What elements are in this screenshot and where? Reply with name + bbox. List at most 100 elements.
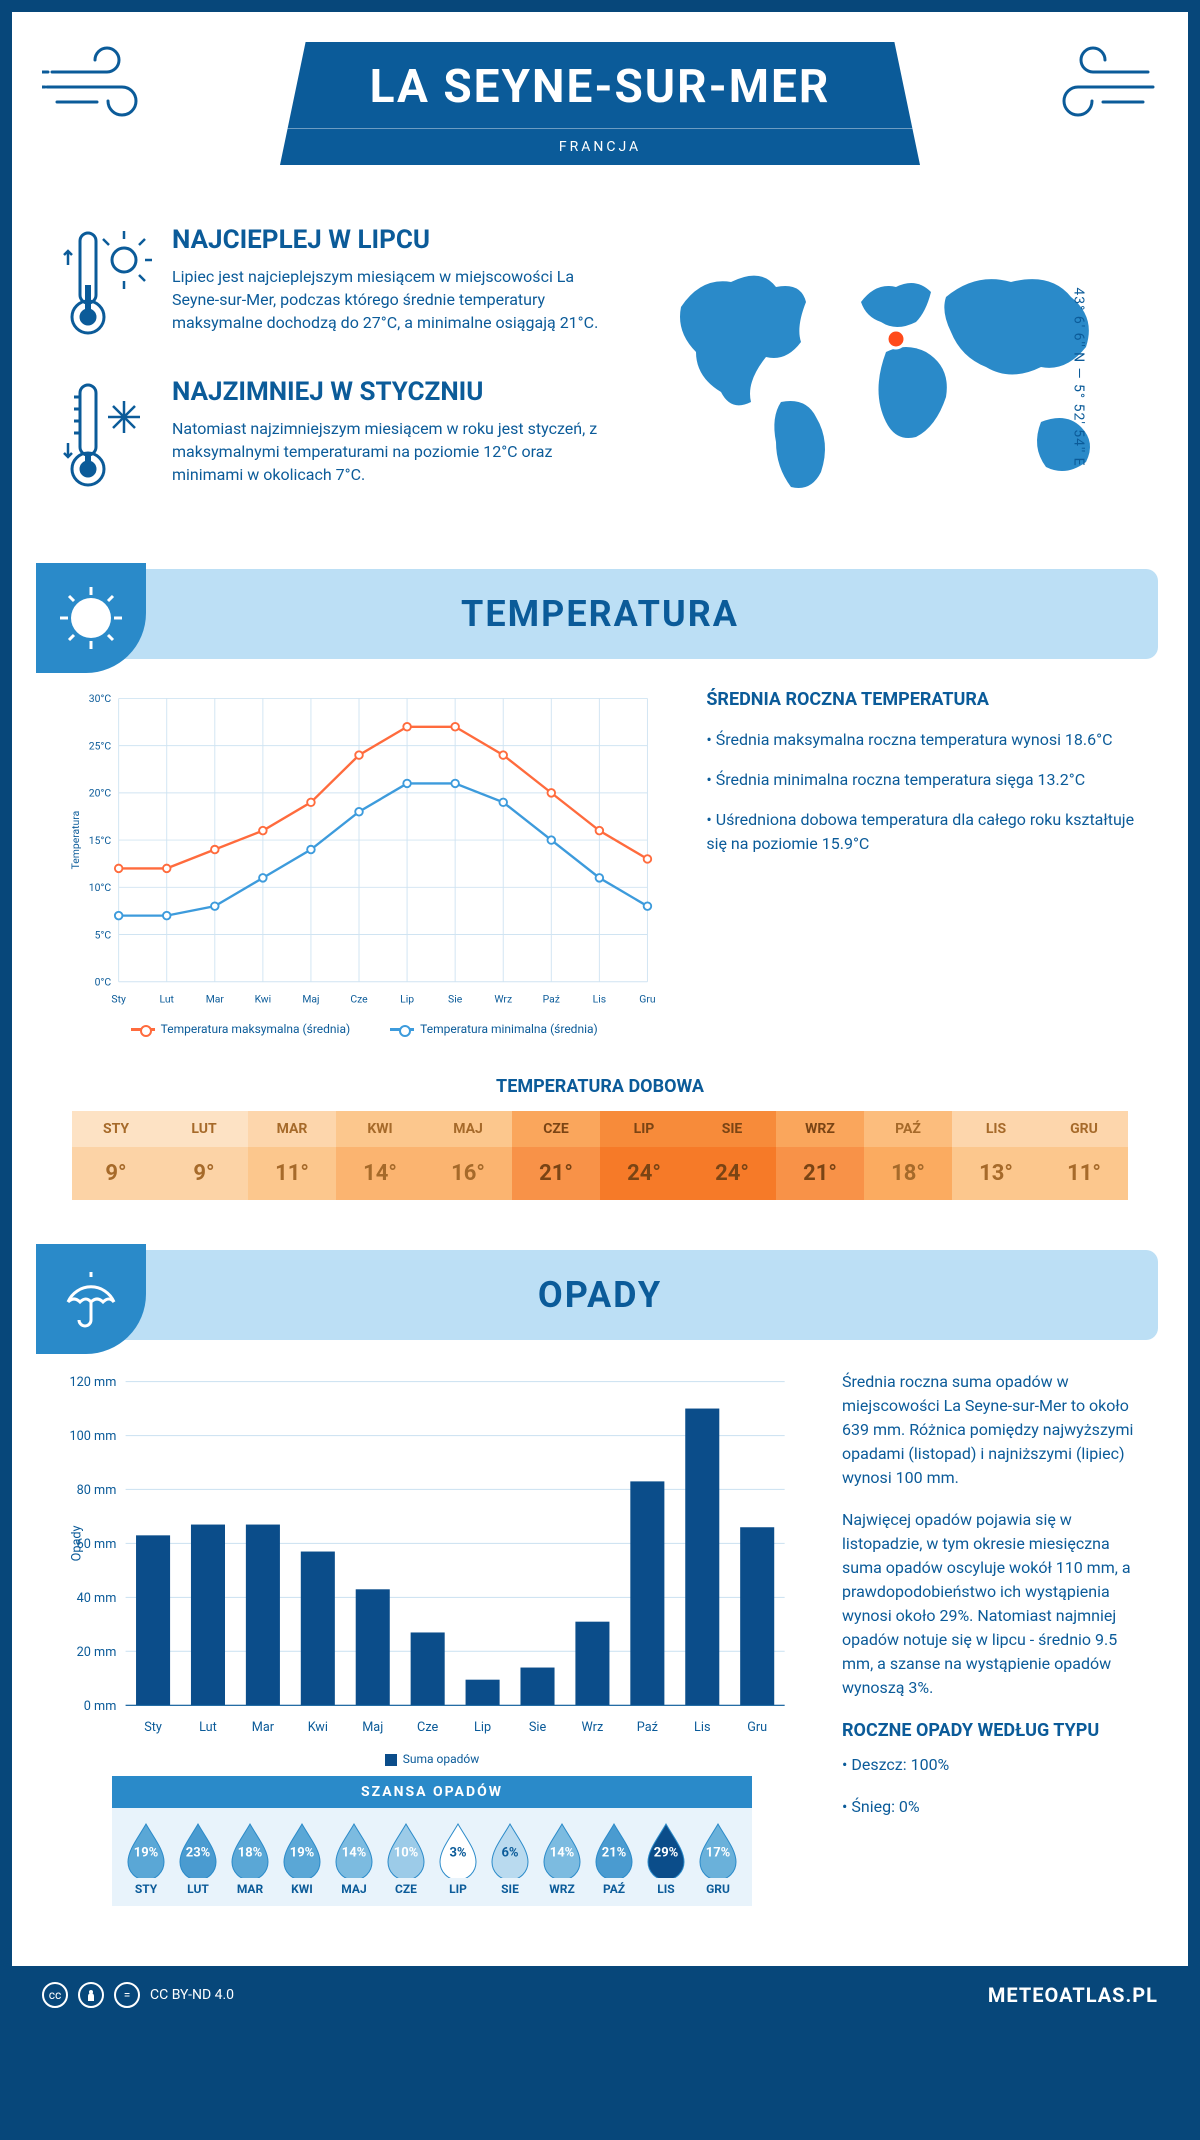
svg-text:Temperatura: Temperatura <box>69 810 82 869</box>
chance-drop: 6% SIE <box>484 1822 536 1896</box>
heat-head: PAŹ <box>864 1111 952 1147</box>
section-head-precip: OPADY <box>42 1250 1158 1340</box>
temp-bullet: • Uśredniona dobowa temperatura dla całe… <box>706 808 1138 856</box>
page-root: LA SEYNE-SUR-MER FRANCJA NAJCIEPLEJ W LI… <box>0 0 1200 2036</box>
heat-value: 13° <box>952 1147 1040 1200</box>
sun-icon <box>36 563 146 673</box>
temperature-block: 0°C5°C10°C15°C20°C25°C30°CStyLutMarKwiMa… <box>12 659 1188 1056</box>
brand: METEOATLAS.PL <box>988 1983 1158 2007</box>
heat-head: GRU <box>1040 1111 1128 1147</box>
title-banner: LA SEYNE-SUR-MER FRANCJA <box>280 42 920 165</box>
svg-text:Kwi: Kwi <box>308 1720 328 1735</box>
city-title: LA SEYNE-SUR-MER <box>280 60 920 114</box>
precip-para: Średnia roczna suma opadów w miejscowośc… <box>842 1370 1138 1490</box>
temp-legend: Temperatura maksymalna (średnia) Tempera… <box>62 1022 666 1036</box>
precip-block: 0 mm20 mm40 mm60 mm80 mm100 mm120 mmOpad… <box>12 1340 1188 1926</box>
svg-text:25°C: 25°C <box>89 739 112 752</box>
heat-head: WRZ <box>776 1111 864 1147</box>
section-head-temperature: TEMPERATURA <box>42 569 1158 659</box>
svg-text:Lis: Lis <box>694 1720 711 1735</box>
heat-value: 21° <box>776 1147 864 1200</box>
heat-value: 14° <box>336 1147 424 1200</box>
svg-text:Lis: Lis <box>593 992 606 1005</box>
country-label: FRANCJA <box>280 128 920 155</box>
fact-cold-title: NAJZIMNIEJ W STYCZNIU <box>172 377 605 407</box>
wind-icon <box>1038 42 1158 126</box>
fact-hot-title: NAJCIEPLEJ W LIPCU <box>172 225 605 255</box>
chance-drop: 10% CZE <box>380 1822 432 1896</box>
nd-icon: = <box>114 1982 140 2008</box>
license-text: CC BY-ND 4.0 <box>150 1987 234 2003</box>
precip-bar-chart: 0 mm20 mm40 mm60 mm80 mm100 mm120 mmOpad… <box>62 1370 802 1906</box>
svg-text:120 mm: 120 mm <box>69 1375 116 1390</box>
temperature-line-chart: 0°C5°C10°C15°C20°C25°C30°CStyLutMarKwiMa… <box>62 689 666 1036</box>
daily-temp-title: TEMPERATURA DOBOWA <box>12 1076 1188 1097</box>
svg-text:10°C: 10°C <box>89 881 112 894</box>
heat-head: LIP <box>600 1111 688 1147</box>
temperature-summary: ŚREDNIA ROCZNA TEMPERATURA • Średnia mak… <box>706 689 1138 1036</box>
heat-head: SIE <box>688 1111 776 1147</box>
by-icon <box>78 1982 104 2008</box>
heat-value: 18° <box>864 1147 952 1200</box>
svg-text:Sie: Sie <box>448 992 463 1005</box>
svg-text:Mar: Mar <box>206 992 225 1005</box>
svg-text:Lip: Lip <box>474 1720 491 1735</box>
thermometer-snow-icon <box>62 377 152 501</box>
daily-temp-table: STYLUTMARKWIMAJCZELIPSIEWRZPAŹLISGRU9°9°… <box>42 1111 1158 1200</box>
coordinates: 43° 6' 6'' N — 5° 52' 54'' E <box>1070 287 1086 466</box>
svg-text:Sty: Sty <box>111 992 126 1005</box>
fact-cold-text: Natomiast najzimniejszym miesiącem w rok… <box>172 417 605 487</box>
umbrella-icon <box>36 1244 146 1354</box>
intro-facts: NAJCIEPLEJ W LIPCU Lipiec jest najcieple… <box>62 225 605 529</box>
wind-icon <box>42 42 162 126</box>
precip-legend: Suma opadów <box>62 1752 802 1766</box>
chance-drop: 14% WRZ <box>536 1822 588 1896</box>
heat-value: 21° <box>512 1147 600 1200</box>
heat-head: MAJ <box>424 1111 512 1147</box>
world-map: 43° 6' 6'' N — 5° 52' 54'' E <box>645 225 1138 529</box>
svg-text:Cze: Cze <box>417 1720 438 1735</box>
footer: cc = CC BY-ND 4.0 METEOATLAS.PL <box>12 1966 1188 2024</box>
svg-text:Lip: Lip <box>400 992 414 1005</box>
heat-head: LIS <box>952 1111 1040 1147</box>
header: LA SEYNE-SUR-MER FRANCJA <box>12 12 1188 205</box>
svg-text:Paź: Paź <box>543 992 560 1005</box>
temp-bullet: • Średnia minimalna roczna temperatura s… <box>706 768 1138 792</box>
chance-drop: 17% GRU <box>692 1822 744 1896</box>
svg-text:5°C: 5°C <box>95 928 112 941</box>
svg-text:30°C: 30°C <box>89 692 112 705</box>
chance-drop: 19% KWI <box>276 1822 328 1896</box>
chance-drop: 14% MAJ <box>328 1822 380 1896</box>
intro-section: NAJCIEPLEJ W LIPCU Lipiec jest najcieple… <box>12 205 1188 569</box>
chance-drop: 23% LUT <box>172 1822 224 1896</box>
svg-text:Gru: Gru <box>639 992 656 1005</box>
svg-text:Lut: Lut <box>199 1720 217 1735</box>
cc-icon: cc <box>42 1982 68 2008</box>
precip-type-title: ROCZNE OPADY WEDŁUG TYPU <box>842 1720 1138 1741</box>
heat-value: 9° <box>160 1147 248 1200</box>
thermometer-sun-icon <box>62 225 152 349</box>
precip-summary: Średnia roczna suma opadów w miejscowośc… <box>842 1370 1138 1906</box>
svg-text:Sty: Sty <box>144 1720 162 1735</box>
precip-para: Najwięcej opadów pojawia się w listopadz… <box>842 1508 1138 1700</box>
svg-text:Maj: Maj <box>362 1720 383 1735</box>
svg-text:Mar: Mar <box>252 1720 275 1735</box>
heat-head: STY <box>72 1111 160 1147</box>
svg-text:80 mm: 80 mm <box>77 1483 117 1498</box>
svg-text:20°C: 20°C <box>89 787 112 800</box>
heat-value: 24° <box>600 1147 688 1200</box>
precip-title: OPADY <box>538 1274 662 1316</box>
svg-text:Sie: Sie <box>529 1720 547 1735</box>
chance-drop: 29% LIS <box>640 1822 692 1896</box>
heat-value: 16° <box>424 1147 512 1200</box>
heat-value: 11° <box>1040 1147 1128 1200</box>
license: cc = CC BY-ND 4.0 <box>42 1982 234 2008</box>
chance-drop: 3% LIP <box>432 1822 484 1896</box>
svg-text:0°C: 0°C <box>95 975 112 988</box>
svg-text:Gru: Gru <box>747 1720 767 1735</box>
svg-text:20 mm: 20 mm <box>77 1645 117 1660</box>
precip-type-snow: • Śnieg: 0% <box>842 1795 1138 1819</box>
legend-max-label: Temperatura maksymalna (średnia) <box>161 1022 351 1036</box>
heat-value: 11° <box>248 1147 336 1200</box>
fact-hottest: NAJCIEPLEJ W LIPCU Lipiec jest najcieple… <box>62 225 605 349</box>
